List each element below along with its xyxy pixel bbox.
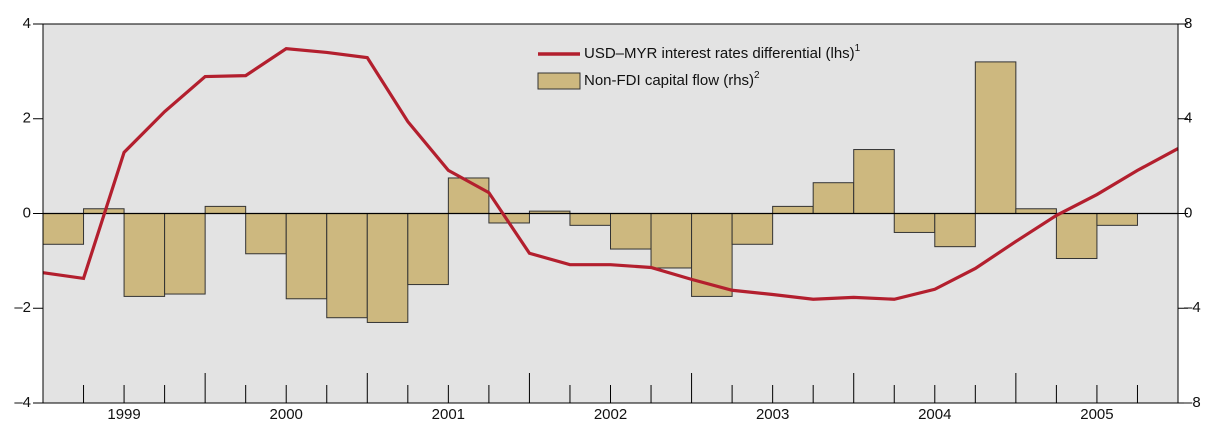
y-tick-label: –2 <box>14 299 31 316</box>
x-tick-label: 2003 <box>756 406 789 423</box>
x-tick-label: 2001 <box>432 406 465 423</box>
bar <box>1096 213 1138 226</box>
bar <box>772 205 814 215</box>
x-tick-label: 2005 <box>1080 406 1113 423</box>
y-tick-label: –4 <box>14 394 31 411</box>
bar <box>123 213 166 297</box>
bar <box>42 213 85 245</box>
bar <box>204 205 247 215</box>
legend-footnote: 2 <box>754 70 760 81</box>
bar <box>1015 208 1057 214</box>
bar <box>812 182 855 215</box>
bar <box>285 213 328 300</box>
y2-tick-label: –8 <box>1184 394 1201 411</box>
legend-label: USD–MYR interest rates differential (lhs… <box>584 43 861 62</box>
y-tick-label: 4 <box>23 15 31 32</box>
bar <box>407 213 449 286</box>
bar <box>731 213 774 245</box>
x-tick-label: 2000 <box>270 406 303 423</box>
bar <box>650 213 693 269</box>
bar <box>245 213 287 255</box>
y2-tick-label: 0 <box>1184 204 1192 221</box>
bar <box>164 213 206 295</box>
legend-swatch <box>537 72 581 90</box>
bar <box>853 149 895 214</box>
y-tick-label: 0 <box>23 204 31 221</box>
y-tick-label: 2 <box>23 110 31 127</box>
legend-footnote: 1 <box>855 43 861 54</box>
x-tick-label: 2002 <box>594 406 627 423</box>
line <box>42 46 1179 301</box>
legend-text: USD–MYR interest rates differential (lhs… <box>584 45 855 62</box>
bar <box>366 213 409 323</box>
legend-text: Non-FDI capital flow (rhs) <box>584 72 754 89</box>
x-tick-label: 1999 <box>107 406 140 423</box>
bar <box>1055 213 1098 260</box>
plot-frame <box>42 23 1179 404</box>
y2-tick-label: 4 <box>1184 110 1192 127</box>
bar <box>893 213 936 233</box>
legend-label: Non-FDI capital flow (rhs)2 <box>584 70 760 89</box>
y2-tick-label: –4 <box>1184 299 1201 316</box>
bar <box>569 213 612 226</box>
bar <box>974 61 1017 215</box>
y2-tick-label: 8 <box>1184 15 1192 32</box>
bar <box>610 213 652 250</box>
bar <box>934 213 976 248</box>
x-tick-label: 2004 <box>918 406 951 423</box>
bar <box>326 213 368 319</box>
